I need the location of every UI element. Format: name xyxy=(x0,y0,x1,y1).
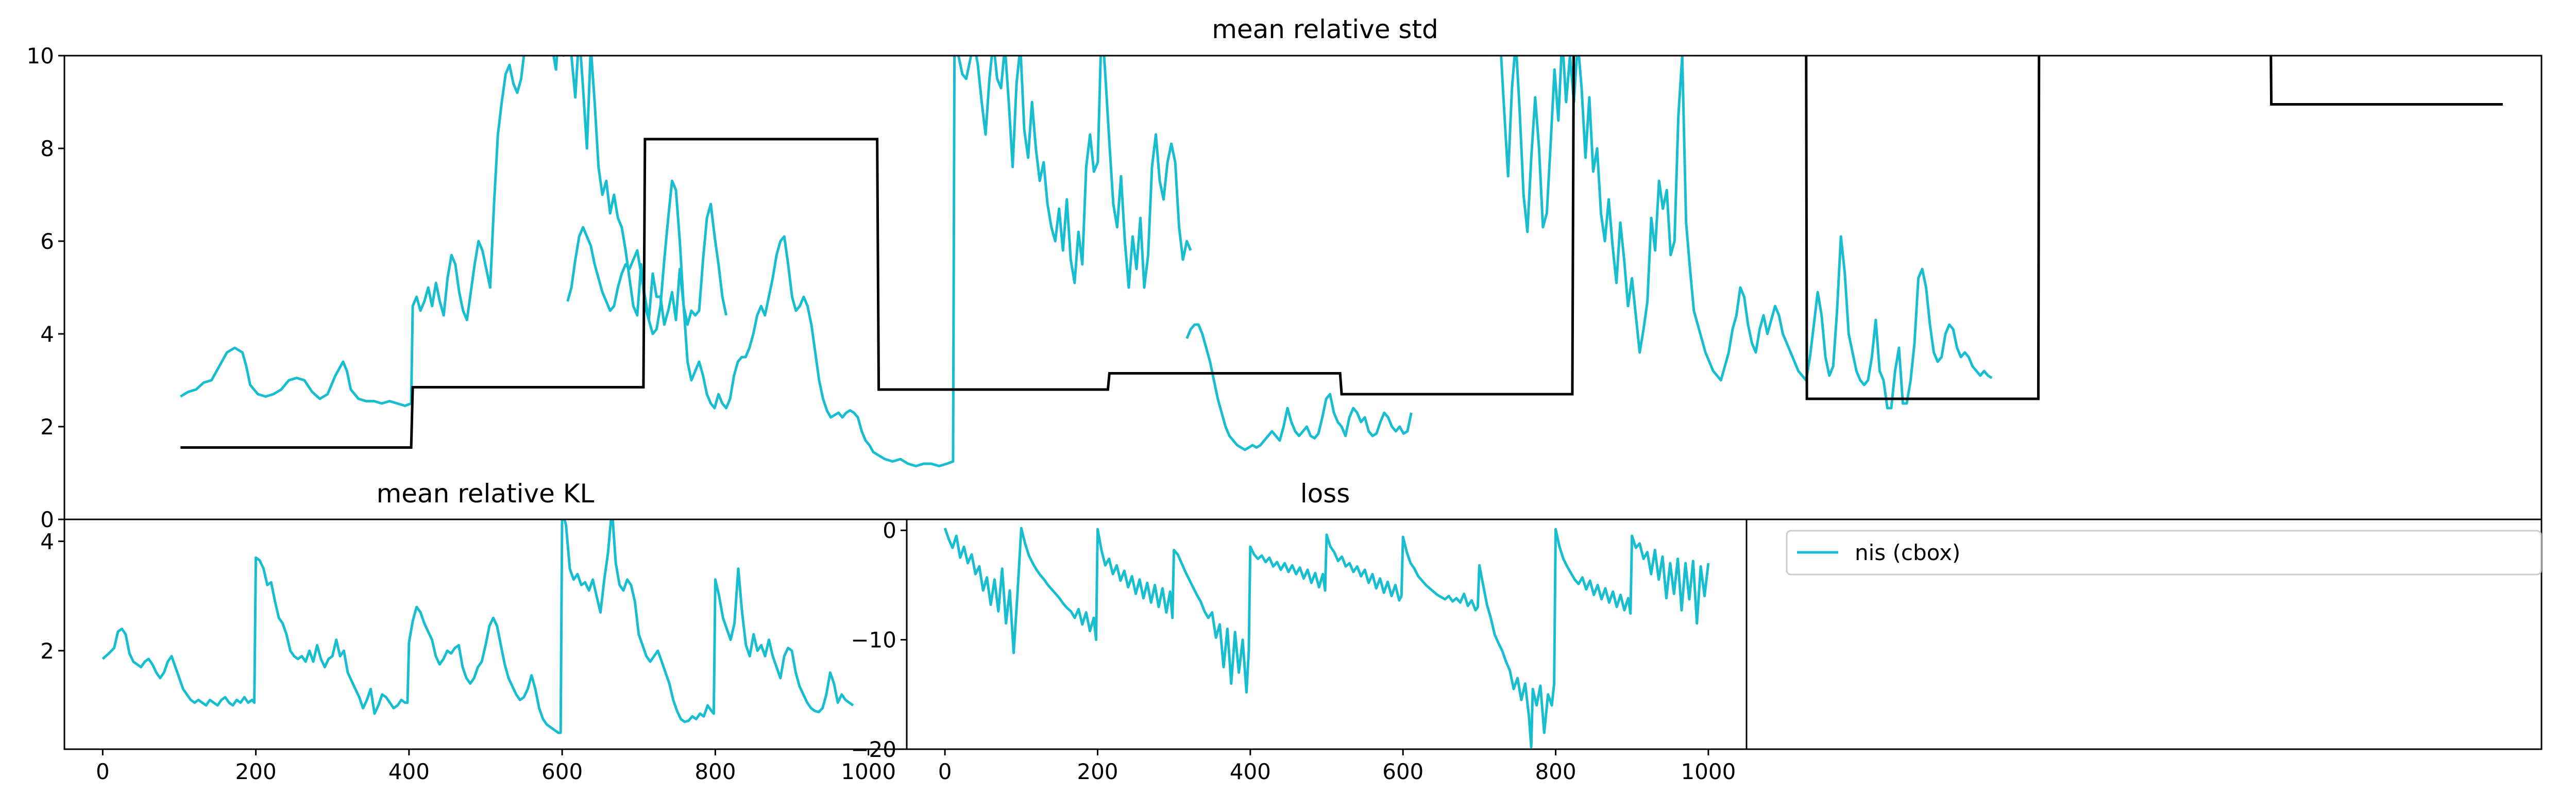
top-ytick-label: 10 xyxy=(27,43,54,69)
top-plot-area xyxy=(180,56,2503,467)
top-series-line-segment-3 xyxy=(1185,323,1413,451)
loss-xtick-label: 1000 xyxy=(1681,759,1736,784)
kl-plot-area xyxy=(101,519,854,734)
loss-xtick-label: 800 xyxy=(1535,759,1576,784)
loss-ytick-label: 0 xyxy=(883,518,896,543)
legend-box xyxy=(1786,530,2542,576)
kl-chart-title: mean relative KL xyxy=(377,479,595,509)
top-ytick-label: 2 xyxy=(40,414,54,440)
loss-series-line xyxy=(943,527,1710,749)
legend: nis (cbox) xyxy=(1786,530,2542,576)
kl-xtick-label: 600 xyxy=(541,759,583,784)
top-series-line-segment-2 xyxy=(957,56,1192,289)
kl-axes-frame xyxy=(63,518,908,750)
top-ytick-label: 8 xyxy=(40,136,54,161)
kl-xtick-label: 400 xyxy=(388,759,430,784)
kl-xtick-label: 1000 xyxy=(841,759,896,784)
legend-axes-frame xyxy=(1745,518,2543,750)
kl-xtick-label: 800 xyxy=(694,759,736,784)
kl-xtick-label: 200 xyxy=(235,759,277,784)
kl-ytick-label: 2 xyxy=(40,638,54,664)
top-series-line-segment-0 xyxy=(180,56,728,407)
loss-xtick-label: 200 xyxy=(1077,759,1118,784)
legend-label: nis (cbox) xyxy=(1855,540,1960,565)
kl-xtick-label: 0 xyxy=(96,759,110,784)
kl-series-line xyxy=(101,519,854,734)
loss-xtick-label: 0 xyxy=(938,759,952,784)
top-step-line xyxy=(180,56,2503,449)
top-ytick-label: 4 xyxy=(40,322,54,347)
loss-ytick-label: −20 xyxy=(851,737,896,762)
loss-xtick-label: 400 xyxy=(1230,759,1271,784)
loss-plot-area xyxy=(943,527,1710,749)
top-ytick-label: 0 xyxy=(40,507,54,532)
top-series-line-segment-1 xyxy=(566,56,956,467)
top-ytick-label: 6 xyxy=(40,229,54,254)
top-chart-title: mean relative std xyxy=(1212,14,1438,44)
loss-xtick-label: 600 xyxy=(1382,759,1423,784)
kl-ytick-label: 4 xyxy=(40,529,54,554)
top-series-line-segment-4 xyxy=(1500,56,1993,410)
loss-ytick-label: −10 xyxy=(851,628,896,653)
loss-chart-title: loss xyxy=(1300,479,1350,509)
